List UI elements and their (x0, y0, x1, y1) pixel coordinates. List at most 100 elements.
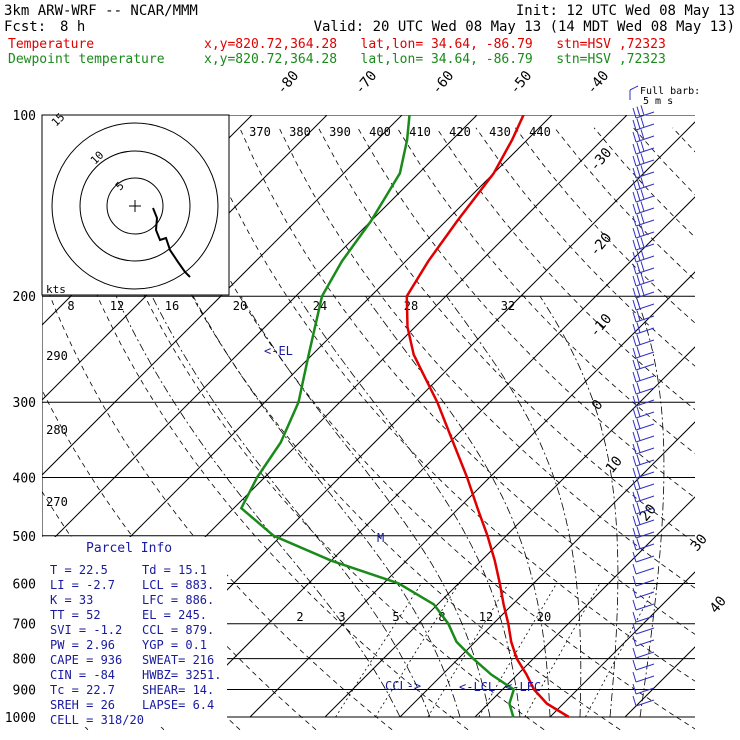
wind-barb-staff (635, 675, 655, 683)
isotherm-label-0: 0 (589, 397, 607, 414)
wind-barb-feather (640, 189, 645, 200)
wind-barb-staff (635, 507, 655, 515)
wind-barb-feather (636, 190, 641, 201)
wind-barb-feather (640, 153, 645, 164)
temperature-point-300 (436, 401, 439, 404)
wind-barb-feather (632, 419, 637, 431)
temperature-info: x,y=820.72,364.28 lat,lon= 34.64, -86.79… (204, 37, 666, 52)
wind-barb-8 (632, 201, 655, 215)
wind-barb-feather (636, 286, 641, 297)
wind-barb-staff (635, 639, 655, 647)
wind-barb-staff (635, 459, 655, 467)
wind-barb-feather (632, 239, 637, 251)
parcel-row-left-0: T = 22.5 (50, 563, 108, 577)
wind-barb-feather (632, 455, 637, 467)
wind-barb-30 (632, 466, 655, 479)
dewpoint-point-110 (406, 139, 408, 141)
isotherm-label--60: -60 (429, 68, 458, 98)
temperature-point-175 (427, 260, 430, 263)
wind-barb-32 (632, 490, 655, 503)
mixing-ratio-label-12: 12 (479, 610, 493, 624)
wind-barb-staff (635, 135, 655, 143)
wind-barb-feather (632, 227, 637, 239)
dry-adiabat-330 (239, 127, 695, 635)
annotation-el: <-EL (264, 344, 293, 358)
theta-label-370: 370 (249, 125, 271, 139)
wind-barb-feather (636, 142, 641, 153)
wind-barb-feather (632, 395, 637, 407)
parcel-row-right-1: LCL = 883. (142, 578, 214, 592)
wind-barb-feather (636, 178, 641, 189)
parcel-info-box: Parcel Info T = 22.5 Td = 15.1 LI = -2.7 LC… (42, 537, 227, 727)
wind-barb-5 (632, 165, 655, 179)
dry-adiabat-430 (633, 127, 695, 196)
wind-barb-2 (632, 129, 655, 143)
wind-barb-staff (635, 555, 655, 563)
dewpoint-point-600 (397, 582, 400, 585)
valid-time: Valid: 20 UTC Wed 08 May 13 (14 MDT Wed … (314, 19, 735, 35)
theta-label-400: 400 (369, 125, 391, 139)
wind-barb-feather (632, 167, 637, 179)
wind-barb-40 (632, 587, 655, 599)
wind-barb-20 (632, 346, 655, 359)
wind-barb-staff (635, 195, 655, 203)
wind-barb-17 (632, 310, 655, 323)
mixing-ratio-label-3: 3 (338, 610, 345, 624)
fcst-label: Fcst: (4, 19, 46, 35)
hodograph-ring-2 (79, 150, 191, 262)
dewpoint-point-450 (240, 507, 243, 510)
parcel-row-left-8: Tc = 22.7 (50, 683, 115, 697)
dry-adiabat-390 (475, 127, 695, 367)
temperature-point-450 (476, 507, 479, 510)
wind-barb-feather (636, 118, 641, 129)
parcel-row-left-6: CAPE = 936 (50, 653, 122, 667)
model-title: 3km ARW-WRF -- NCAR/MMM (4, 3, 198, 19)
temperature-point-400 (466, 476, 468, 479)
dewpoint-point-700 (447, 622, 450, 625)
wind-barb-feather (632, 203, 637, 215)
dry-adiabat-340 (278, 127, 695, 589)
wind-barb-feather (632, 431, 637, 443)
wind-barb-staff (635, 567, 655, 575)
mixing-ratio-label-20: 20 (537, 610, 551, 624)
dewpoint-point-350 (279, 441, 282, 444)
sounding-annotations: <-EL CCL-> <-LCL <-LFC M (264, 344, 541, 694)
wind-barb-feather (632, 695, 637, 707)
wind-barb-feather (632, 491, 637, 503)
moist-adiabat-12 (240, 295, 491, 718)
wind-barb-feather (636, 526, 641, 537)
moist-adiabat-28 (539, 295, 619, 718)
isotherm--10 (324, 346, 695, 718)
dry-adiabat-380 (436, 127, 695, 411)
wind-barb-feather (632, 659, 637, 671)
temperature-point-650 (502, 603, 505, 606)
wind-barb-21 (632, 358, 655, 371)
pressure-label-200: 200 (13, 290, 36, 305)
wind-barb-staff (635, 411, 655, 419)
wind-barb-7 (632, 189, 655, 203)
isotherm-40 (700, 115, 740, 717)
wind-barb-feather (636, 502, 641, 513)
wind-barb-feather (636, 346, 641, 357)
wind-barb-feather (636, 430, 641, 441)
wind-barb-staff (635, 339, 655, 347)
pressure-label-400: 400 (13, 471, 36, 486)
wind-barb-staff (635, 591, 655, 599)
wind-barb-feather (636, 262, 641, 273)
annotation-lcl: <-LCL (459, 680, 495, 694)
wind-barb-10 (632, 225, 655, 239)
wind-barb-feather (632, 503, 637, 515)
wind-barb-staff (635, 291, 655, 299)
wind-barb-feather (632, 275, 637, 287)
parcel-row-left-3: TT = 52 (50, 608, 101, 622)
temperature-point-700 (507, 622, 510, 625)
wind-barb-staff (635, 531, 655, 539)
wind-barb-feather (636, 490, 641, 501)
wind-barb-48 (632, 683, 655, 695)
pressure-label-1000: 1000 (5, 711, 36, 726)
isotherm-label--30: -30 (587, 145, 616, 175)
hodograph-ring-1 (106, 177, 164, 235)
wind-barb-feather (640, 165, 645, 176)
wind-barb-staff (635, 435, 655, 443)
mixing-ratio-12 (524, 583, 601, 718)
